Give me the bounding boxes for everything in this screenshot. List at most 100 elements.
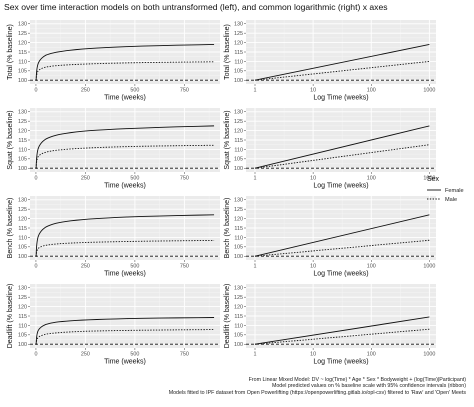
x-tick-label: 750: [180, 88, 189, 94]
x-tick-label: 250: [81, 88, 90, 94]
y-axis-title: Squat (% baseline): [7, 110, 14, 169]
y-axis-title: Squat (% baseline): [224, 110, 231, 169]
y-tick-label: 100: [18, 254, 27, 260]
y-tick-label: 130: [234, 198, 243, 204]
x-tick-label: 1000: [423, 88, 435, 94]
x-axis-title: Time (weeks): [104, 183, 146, 190]
series-line-female: [254, 125, 430, 169]
x-tick-label: 1: [254, 352, 257, 358]
series-line-male: [254, 328, 430, 345]
y-tick-label: 130: [234, 22, 243, 28]
y-tick-label: 125: [234, 119, 243, 125]
x-tick-label: 1: [254, 264, 257, 270]
y-tick-label: 115: [18, 314, 27, 320]
legend: Sex Female Male: [427, 176, 464, 203]
y-tick-label: 115: [18, 138, 27, 144]
y-tick-label: 110: [18, 59, 27, 65]
x-tick-label: 100: [367, 88, 376, 94]
x-axis-title: Time (weeks): [104, 271, 146, 278]
y-axis-title: Bench (% baseline): [7, 198, 14, 259]
x-tick-label: 500: [130, 352, 139, 358]
y-tick-label: 130: [18, 198, 27, 204]
caption-line-dataset: Models fitted to IPF dataset from Open P…: [168, 389, 466, 396]
y-tick-label: 105: [234, 157, 243, 163]
x-tick-label: 500: [130, 88, 139, 94]
y-tick-label: 120: [234, 40, 243, 46]
y-tick-label: 125: [18, 295, 27, 301]
y-tick-label: 120: [18, 40, 27, 46]
x-tick-label: 500: [130, 176, 139, 182]
series-line-female: [35, 44, 215, 81]
x-axis-title: Time (weeks): [104, 359, 146, 366]
x-tick-label: 1000: [423, 264, 435, 270]
series-line-female: [35, 125, 215, 169]
y-tick-label: 115: [234, 138, 243, 144]
y-tick-label: 115: [234, 226, 243, 232]
y-tick-label: 100: [18, 342, 27, 348]
y-tick-label: 105: [18, 245, 27, 251]
y-axis-title: Total (% baseline): [7, 24, 14, 80]
x-tick-label: 10: [310, 264, 316, 270]
x-tick-label: 750: [180, 352, 189, 358]
x-axis-title: Log Time (weeks): [313, 359, 368, 366]
y-tick-label: 125: [234, 207, 243, 213]
y-tick-label: 115: [18, 226, 27, 232]
series-line-female: [35, 214, 215, 257]
x-tick-label: 500: [130, 264, 139, 270]
x-tick-label: 1: [254, 176, 257, 182]
x-tick-label: 100: [367, 352, 376, 358]
x-tick-label: 10: [310, 352, 316, 358]
legend-title: Sex: [427, 176, 440, 183]
x-axis-title: Log Time (weeks): [313, 183, 368, 190]
y-tick-label: 130: [234, 110, 243, 116]
legend-label-female: Female: [445, 188, 464, 194]
y-tick-label: 110: [234, 59, 243, 65]
y-tick-label: 110: [18, 323, 27, 329]
caption: From Linear Mixed Model: DV ~ log(Time) …: [169, 377, 466, 396]
y-tick-label: 125: [234, 295, 243, 301]
y-tick-label: 115: [18, 50, 27, 56]
series-line-male: [254, 239, 430, 257]
x-tick-label: 0: [34, 88, 37, 94]
y-tick-label: 125: [18, 207, 27, 213]
series-line-male: [254, 60, 430, 81]
y-tick-label: 105: [234, 245, 243, 251]
series-line-female: [254, 214, 430, 257]
y-axis-title: Total (% baseline): [224, 24, 231, 80]
y-tick-label: 100: [18, 78, 27, 84]
x-tick-label: 10: [310, 176, 316, 182]
panel-3: 100 105 110 115 120 125 130 0 250 500 750 Time (wee…: [7, 108, 220, 190]
y-tick-label: 130: [234, 286, 243, 292]
x-tick-label: 100: [367, 176, 376, 182]
y-tick-label: 110: [234, 323, 243, 329]
y-tick-label: 100: [234, 254, 243, 260]
y-tick-label: 120: [234, 304, 243, 310]
x-tick-label: 750: [180, 264, 189, 270]
y-tick-label: 120: [234, 128, 243, 134]
y-tick-label: 115: [234, 314, 243, 320]
panel-7: 100 105 110 115 120 125 130 0 250 500 750 Time (wee…: [7, 284, 220, 366]
series-line-male: [35, 239, 215, 257]
y-tick-label: 115: [234, 50, 243, 56]
y-axis-title: Deadlift (% baseline): [7, 284, 14, 349]
y-tick-label: 110: [234, 147, 243, 153]
series-line-female: [254, 316, 430, 345]
y-tick-label: 125: [18, 119, 27, 125]
y-tick-label: 130: [18, 110, 27, 116]
series-line-female: [254, 44, 430, 81]
chart-title: Sex over time interaction models on both…: [4, 2, 388, 12]
y-tick-label: 120: [234, 216, 243, 222]
panel-5: 100 105 110 115 120 125 130 0 250 500 750 Time (wee…: [7, 196, 220, 278]
series-line-female: [35, 317, 215, 345]
legend-label-male: Male: [445, 197, 457, 203]
y-tick-label: 120: [18, 128, 27, 134]
x-axis-title: Log Time (weeks): [313, 271, 368, 278]
caption-line-model: From Linear Mixed Model: DV ~ log(Time) …: [248, 377, 466, 383]
series-line-male: [35, 329, 215, 345]
x-tick-label: 10: [310, 88, 316, 94]
series-line-male: [35, 61, 215, 81]
